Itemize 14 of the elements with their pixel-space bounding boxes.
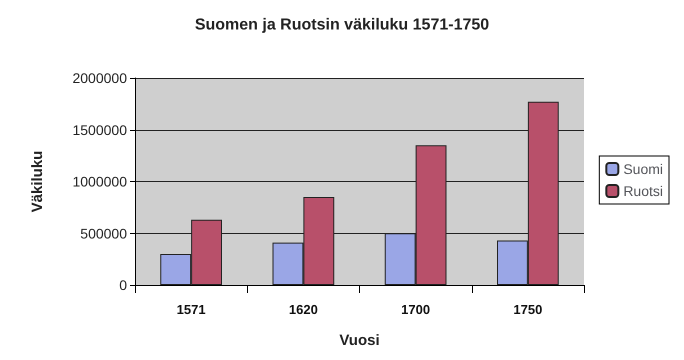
legend-label: Ruotsi — [623, 183, 664, 199]
y-tick-label: 500000 — [80, 225, 128, 242]
x-tick-label: 1750 — [513, 302, 542, 317]
x-tick-label: 1571 — [176, 302, 206, 317]
x-axis-title: Vuosi — [339, 332, 380, 349]
y-tick-label: 1500000 — [72, 122, 128, 138]
y-axis-title: Väkiluku — [29, 150, 46, 212]
y-tick-label: 1000000 — [72, 174, 128, 190]
x-tick-label: 1620 — [288, 302, 318, 317]
chart-title: Suomen ja Ruotsin väkiluku 1571-1750 — [194, 16, 490, 34]
y-tick-label: 0 — [119, 277, 128, 293]
y-tick-label: 2000000 — [72, 70, 128, 86]
legend-label: Suomi — [623, 161, 664, 177]
x-tick-label: 1700 — [401, 302, 430, 317]
